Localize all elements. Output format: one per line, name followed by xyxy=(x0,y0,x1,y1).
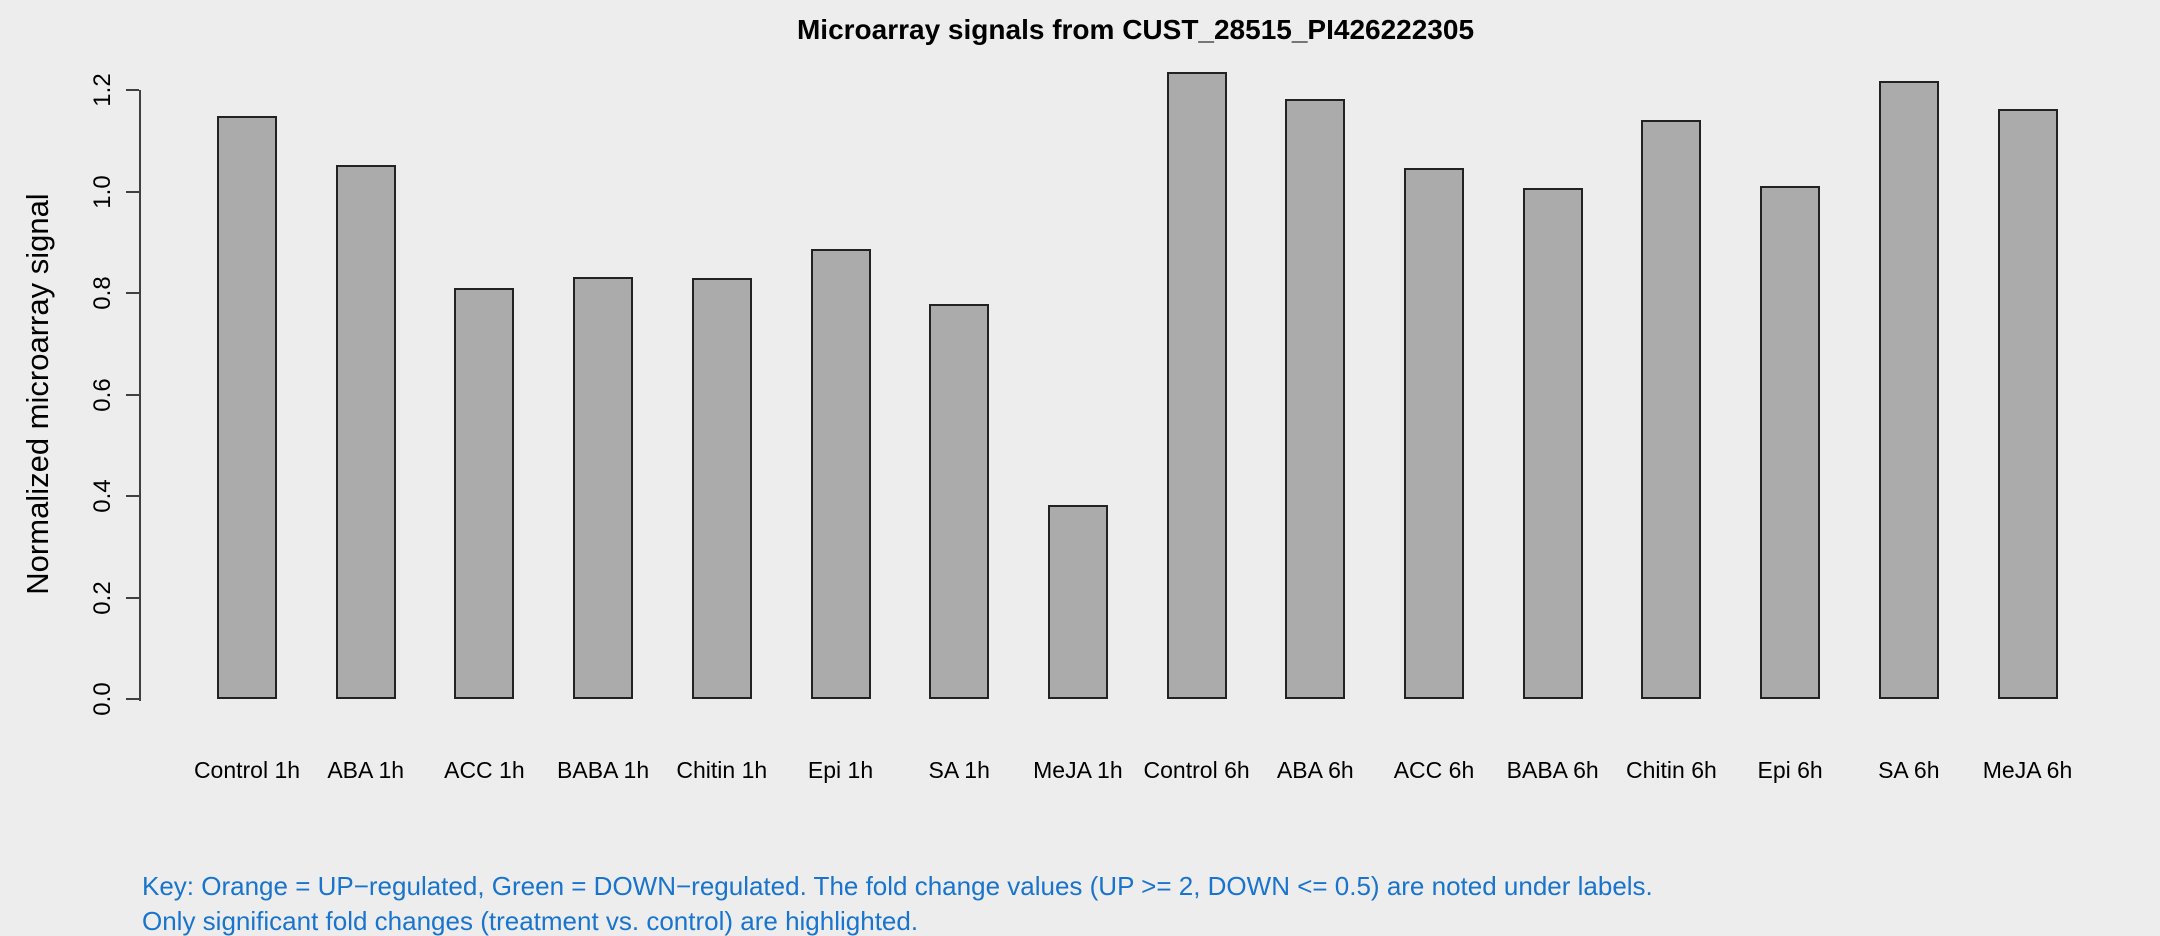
bar xyxy=(810,249,871,699)
x-axis-label: MeJA 1h xyxy=(1033,757,1123,783)
bar xyxy=(335,165,396,699)
y-axis-tick xyxy=(126,292,139,294)
bar xyxy=(1285,98,1346,699)
x-axis-label: Chitin 1h xyxy=(676,757,768,783)
bar xyxy=(1166,71,1227,699)
bar xyxy=(1404,168,1464,699)
x-axis-label: Chitin 6h xyxy=(1626,757,1717,783)
chart-title: Microarray signals from CUST_28515_PI426… xyxy=(796,14,1475,45)
bar xyxy=(1878,80,1939,699)
x-axis-label: BABA 1h xyxy=(557,757,650,783)
x-axis-label: ACC 6h xyxy=(1393,757,1475,783)
x-axis-label: Control 6h xyxy=(1143,757,1250,783)
y-axis-tick-label: 0.4 xyxy=(89,479,116,513)
x-axis-label: ABA 1h xyxy=(327,757,405,783)
y-axis-tick xyxy=(126,596,139,599)
y-axis-tick xyxy=(126,393,139,396)
key-note-line-2: Only significant fold changes (treatment… xyxy=(142,906,919,936)
key-note-line-1: Key: Orange = UP−regulated, Green = DOWN… xyxy=(142,871,1653,901)
bar xyxy=(454,287,515,699)
key-note: Key: Orange = UP−regulated, Green = DOWN… xyxy=(142,869,1653,936)
x-axis-label: Control 1h xyxy=(193,757,301,783)
y-axis-tick-label: 0.2 xyxy=(89,580,116,615)
bar xyxy=(929,303,990,699)
y-axis-tick xyxy=(126,495,139,497)
x-axis-label: MeJA 6h xyxy=(1982,757,2073,783)
y-axis-tick xyxy=(126,89,139,91)
bar xyxy=(217,115,277,699)
x-axis-label: Epi 1h xyxy=(807,757,874,783)
bar xyxy=(1997,109,2058,699)
x-axis-label: BABA 6h xyxy=(1506,757,1599,783)
bar xyxy=(1760,186,1821,699)
bar xyxy=(1641,120,1702,699)
bar xyxy=(1522,187,1583,699)
x-axis-label: SA 1h xyxy=(928,757,990,783)
x-axis-label: ACC 1h xyxy=(444,757,525,783)
x-axis-label: Epi 6h xyxy=(1757,757,1823,783)
y-axis-title: Normalized microarray signal xyxy=(20,193,55,595)
y-axis-tick-label: 1.0 xyxy=(89,174,116,209)
y-axis-tick-label: 0.8 xyxy=(89,276,116,310)
y-axis-line xyxy=(139,90,141,701)
bar xyxy=(1047,505,1108,699)
bar xyxy=(573,276,634,699)
x-axis-label: SA 6h xyxy=(1878,757,1940,783)
y-axis-tick-label: 1.2 xyxy=(89,73,116,107)
y-axis-tick xyxy=(126,698,139,700)
y-axis-tick xyxy=(126,190,139,193)
y-axis-tick-label: 0.6 xyxy=(89,377,116,412)
y-axis-tick-label: 0.0 xyxy=(89,682,116,716)
x-axis-label: ABA 6h xyxy=(1276,757,1354,783)
bar xyxy=(691,277,752,699)
